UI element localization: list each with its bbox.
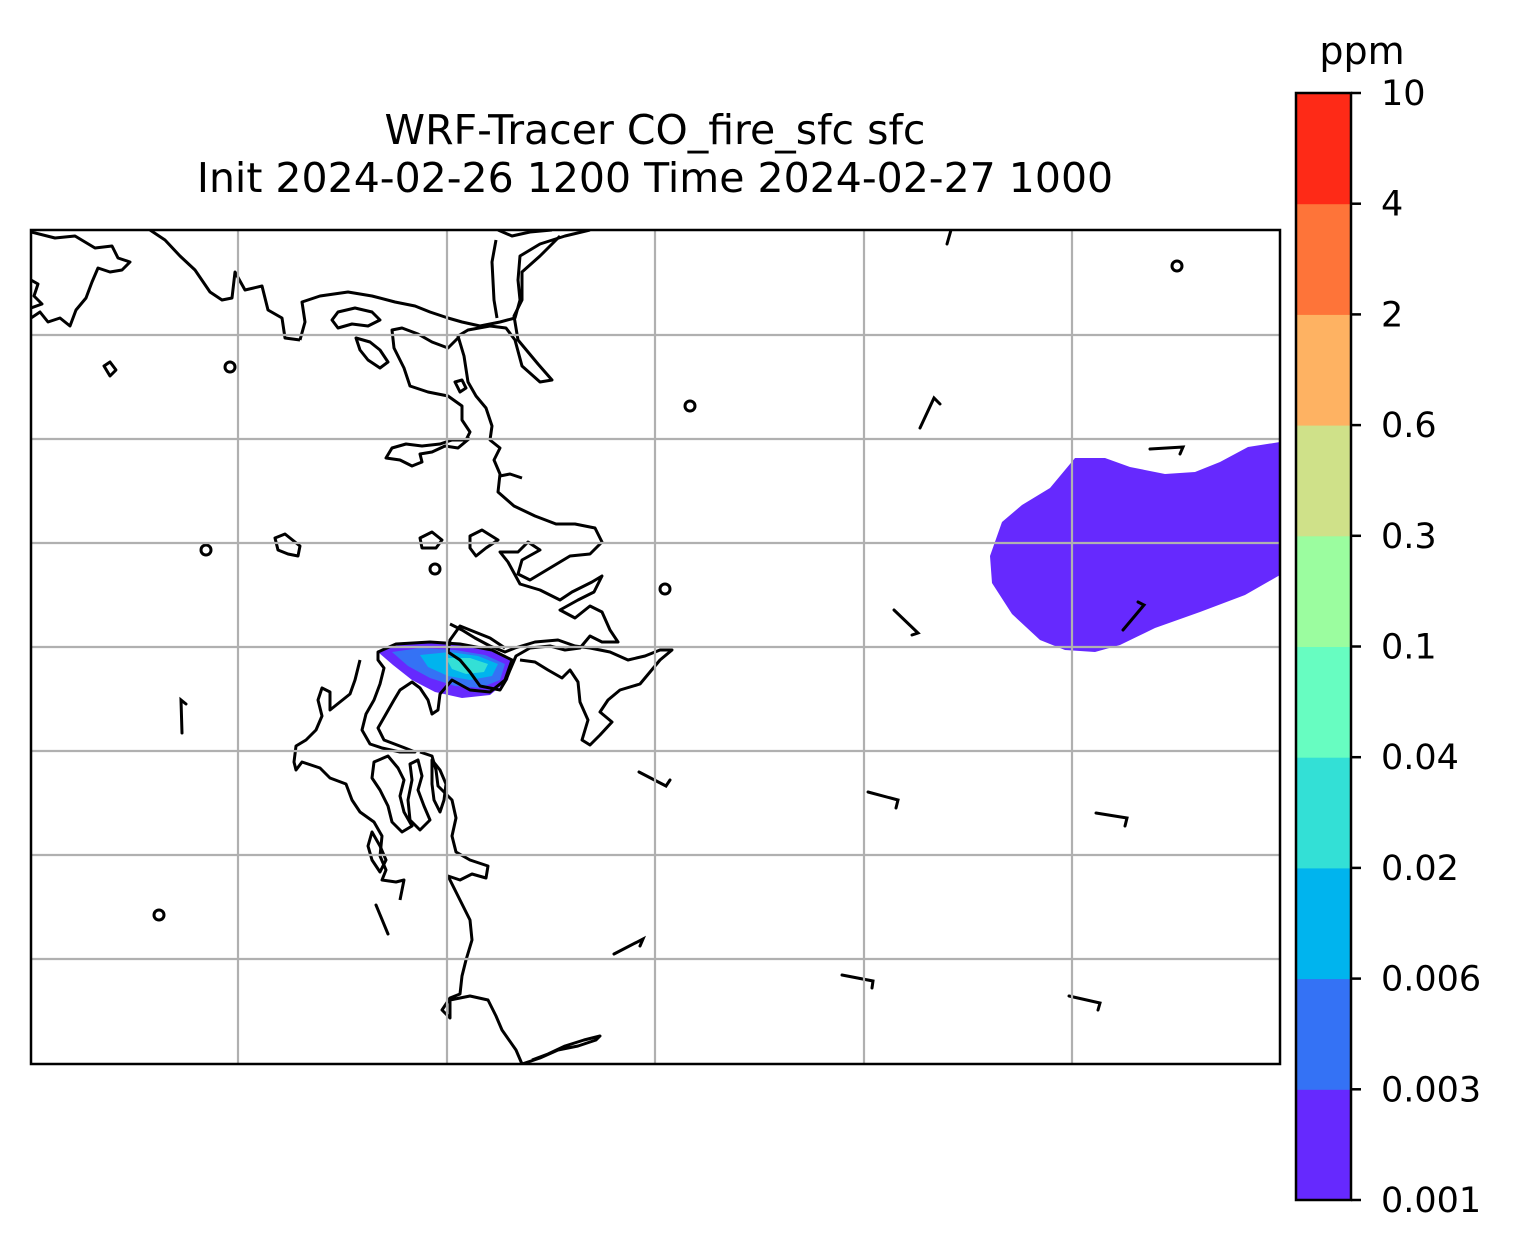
colorbar-tick-label-0: 0.001 [1381,1181,1481,1221]
colorbar-ticks: 0.001 0.003 0.006 0.02 0.04 0.1 0.3 0.6 2 4 10 [1351,74,1481,1221]
colorbar-segment-5 [1296,535,1351,647]
colorbar-segment-8 [1296,203,1351,315]
map-frame [29,228,1282,1066]
colorbar-segments [1296,93,1351,1201]
co-plume-east [990,442,1280,652]
colorbar-tick-label-10: 10 [1381,74,1426,114]
colorbar-tick-label-8: 2 [1381,295,1403,335]
colorbar-tick-label-7: 0.6 [1381,406,1437,446]
coastlines [31,230,674,1064]
colorbar-tick-label-2: 0.006 [1381,960,1481,1000]
colorbar-tick-label-6: 0.3 [1381,517,1437,557]
colorbar-segment-7 [1296,314,1351,426]
colorbar-unit-label: ppm [1319,29,1404,73]
colorbar-segment-9 [1296,93,1351,205]
colorbar-segment-1 [1296,978,1351,1090]
title-line-1: WRF-Tracer CO_fire_sfc sfc [384,106,926,154]
colorbar: 0.001 0.003 0.006 0.02 0.04 0.1 0.3 0.6 2 4 10 ppm [1294,29,1481,1221]
map-panel [31,230,1280,1064]
small-islands [152,259,1184,922]
colorbar-segment-3 [1296,757,1351,869]
gridlines [31,230,1280,1064]
colorbar-tick-label-1: 0.003 [1381,1070,1481,1110]
co-fire-source [378,643,512,698]
colorbar-segment-0 [1296,1089,1351,1201]
colorbar-segment-6 [1296,425,1351,537]
colorbar-segment-4 [1296,646,1351,758]
title-line-2: Init 2024-02-26 1200 Time 2024-02-27 100… [196,154,1114,202]
wind-barbs [179,230,1186,1012]
colorbar-tick-label-4: 0.04 [1381,738,1459,778]
colorbar-tick-label-5: 0.1 [1381,628,1437,668]
colorbar-tick-label-9: 4 [1381,185,1403,225]
colorbar-segment-2 [1296,867,1351,980]
colorbar-tick-label-3: 0.02 [1381,849,1459,889]
map-title: WRF-Tracer CO_fire_sfc sfc Init 2024-02-… [30,106,1280,202]
